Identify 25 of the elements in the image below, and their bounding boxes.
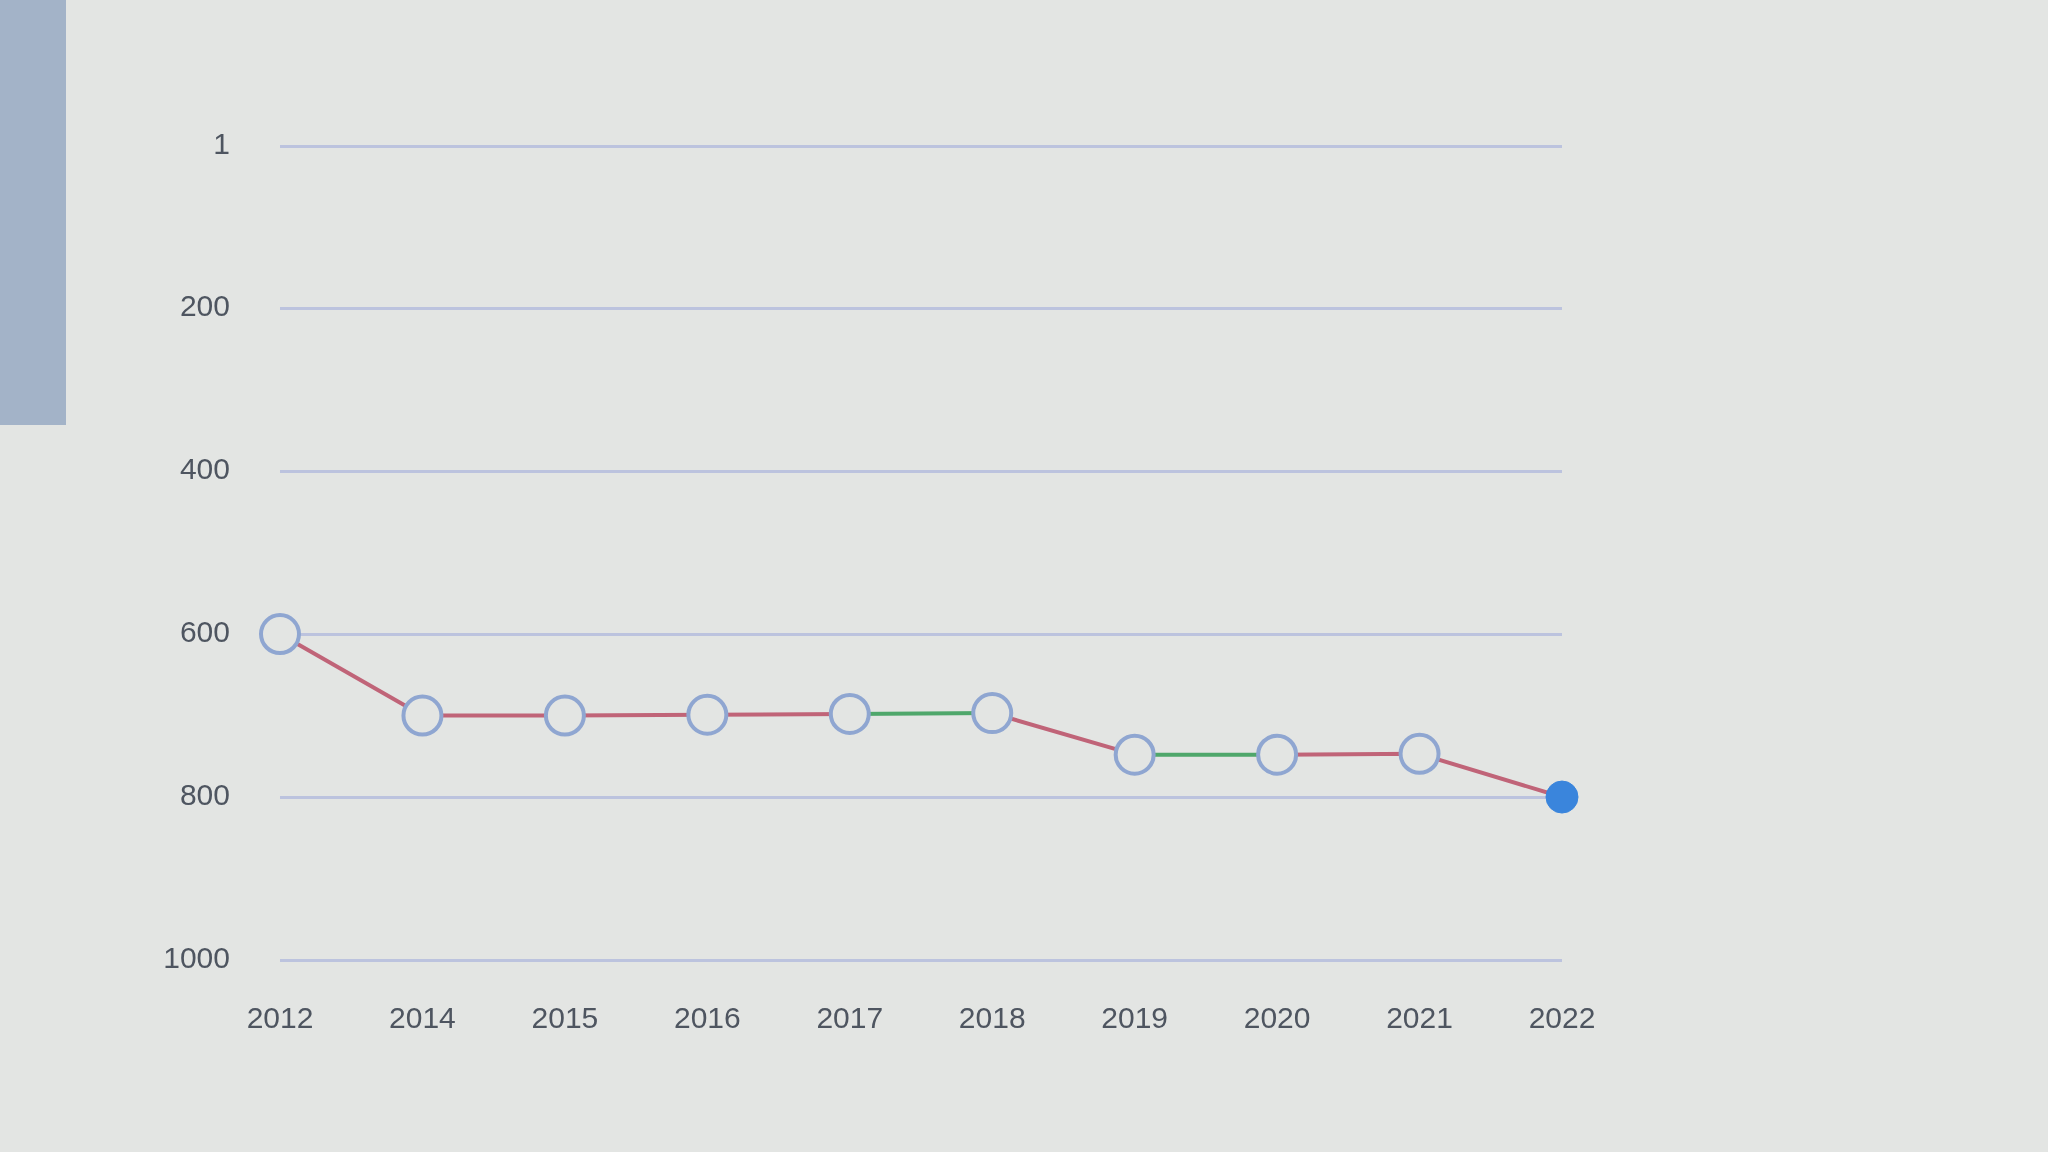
- y-tick-label: 200: [179, 289, 230, 323]
- x-tick-label: 2020: [1243, 1001, 1311, 1035]
- x-tick-label: 2019: [1101, 1001, 1169, 1035]
- x-tick-label: 2014: [389, 1001, 456, 1035]
- point: [543, 694, 586, 737]
- x-tick-label: 2021: [1386, 1001, 1453, 1035]
- x-tick-label: 2022: [1528, 1001, 1596, 1035]
- x-tick-label: 2012: [246, 1001, 314, 1035]
- point: [971, 692, 1014, 735]
- point: [828, 692, 871, 735]
- y-tick-label: 600: [179, 615, 230, 649]
- point: [1398, 732, 1441, 775]
- x-tick-label: 2018: [958, 1001, 1026, 1035]
- y-tick-label: 1000: [163, 941, 230, 975]
- x-tick-label: 2016: [673, 1001, 741, 1035]
- point: [1256, 733, 1299, 776]
- y-tick-label: 800: [179, 778, 230, 812]
- y-tick-label: 1: [213, 127, 230, 161]
- point: [1113, 733, 1156, 776]
- x-tick-label: 2015: [531, 1001, 599, 1035]
- point: [401, 694, 444, 737]
- x-tick-label: 2017: [816, 1001, 884, 1035]
- point: [686, 693, 729, 736]
- y-tick-label: 400: [179, 452, 230, 486]
- point: [259, 613, 301, 656]
